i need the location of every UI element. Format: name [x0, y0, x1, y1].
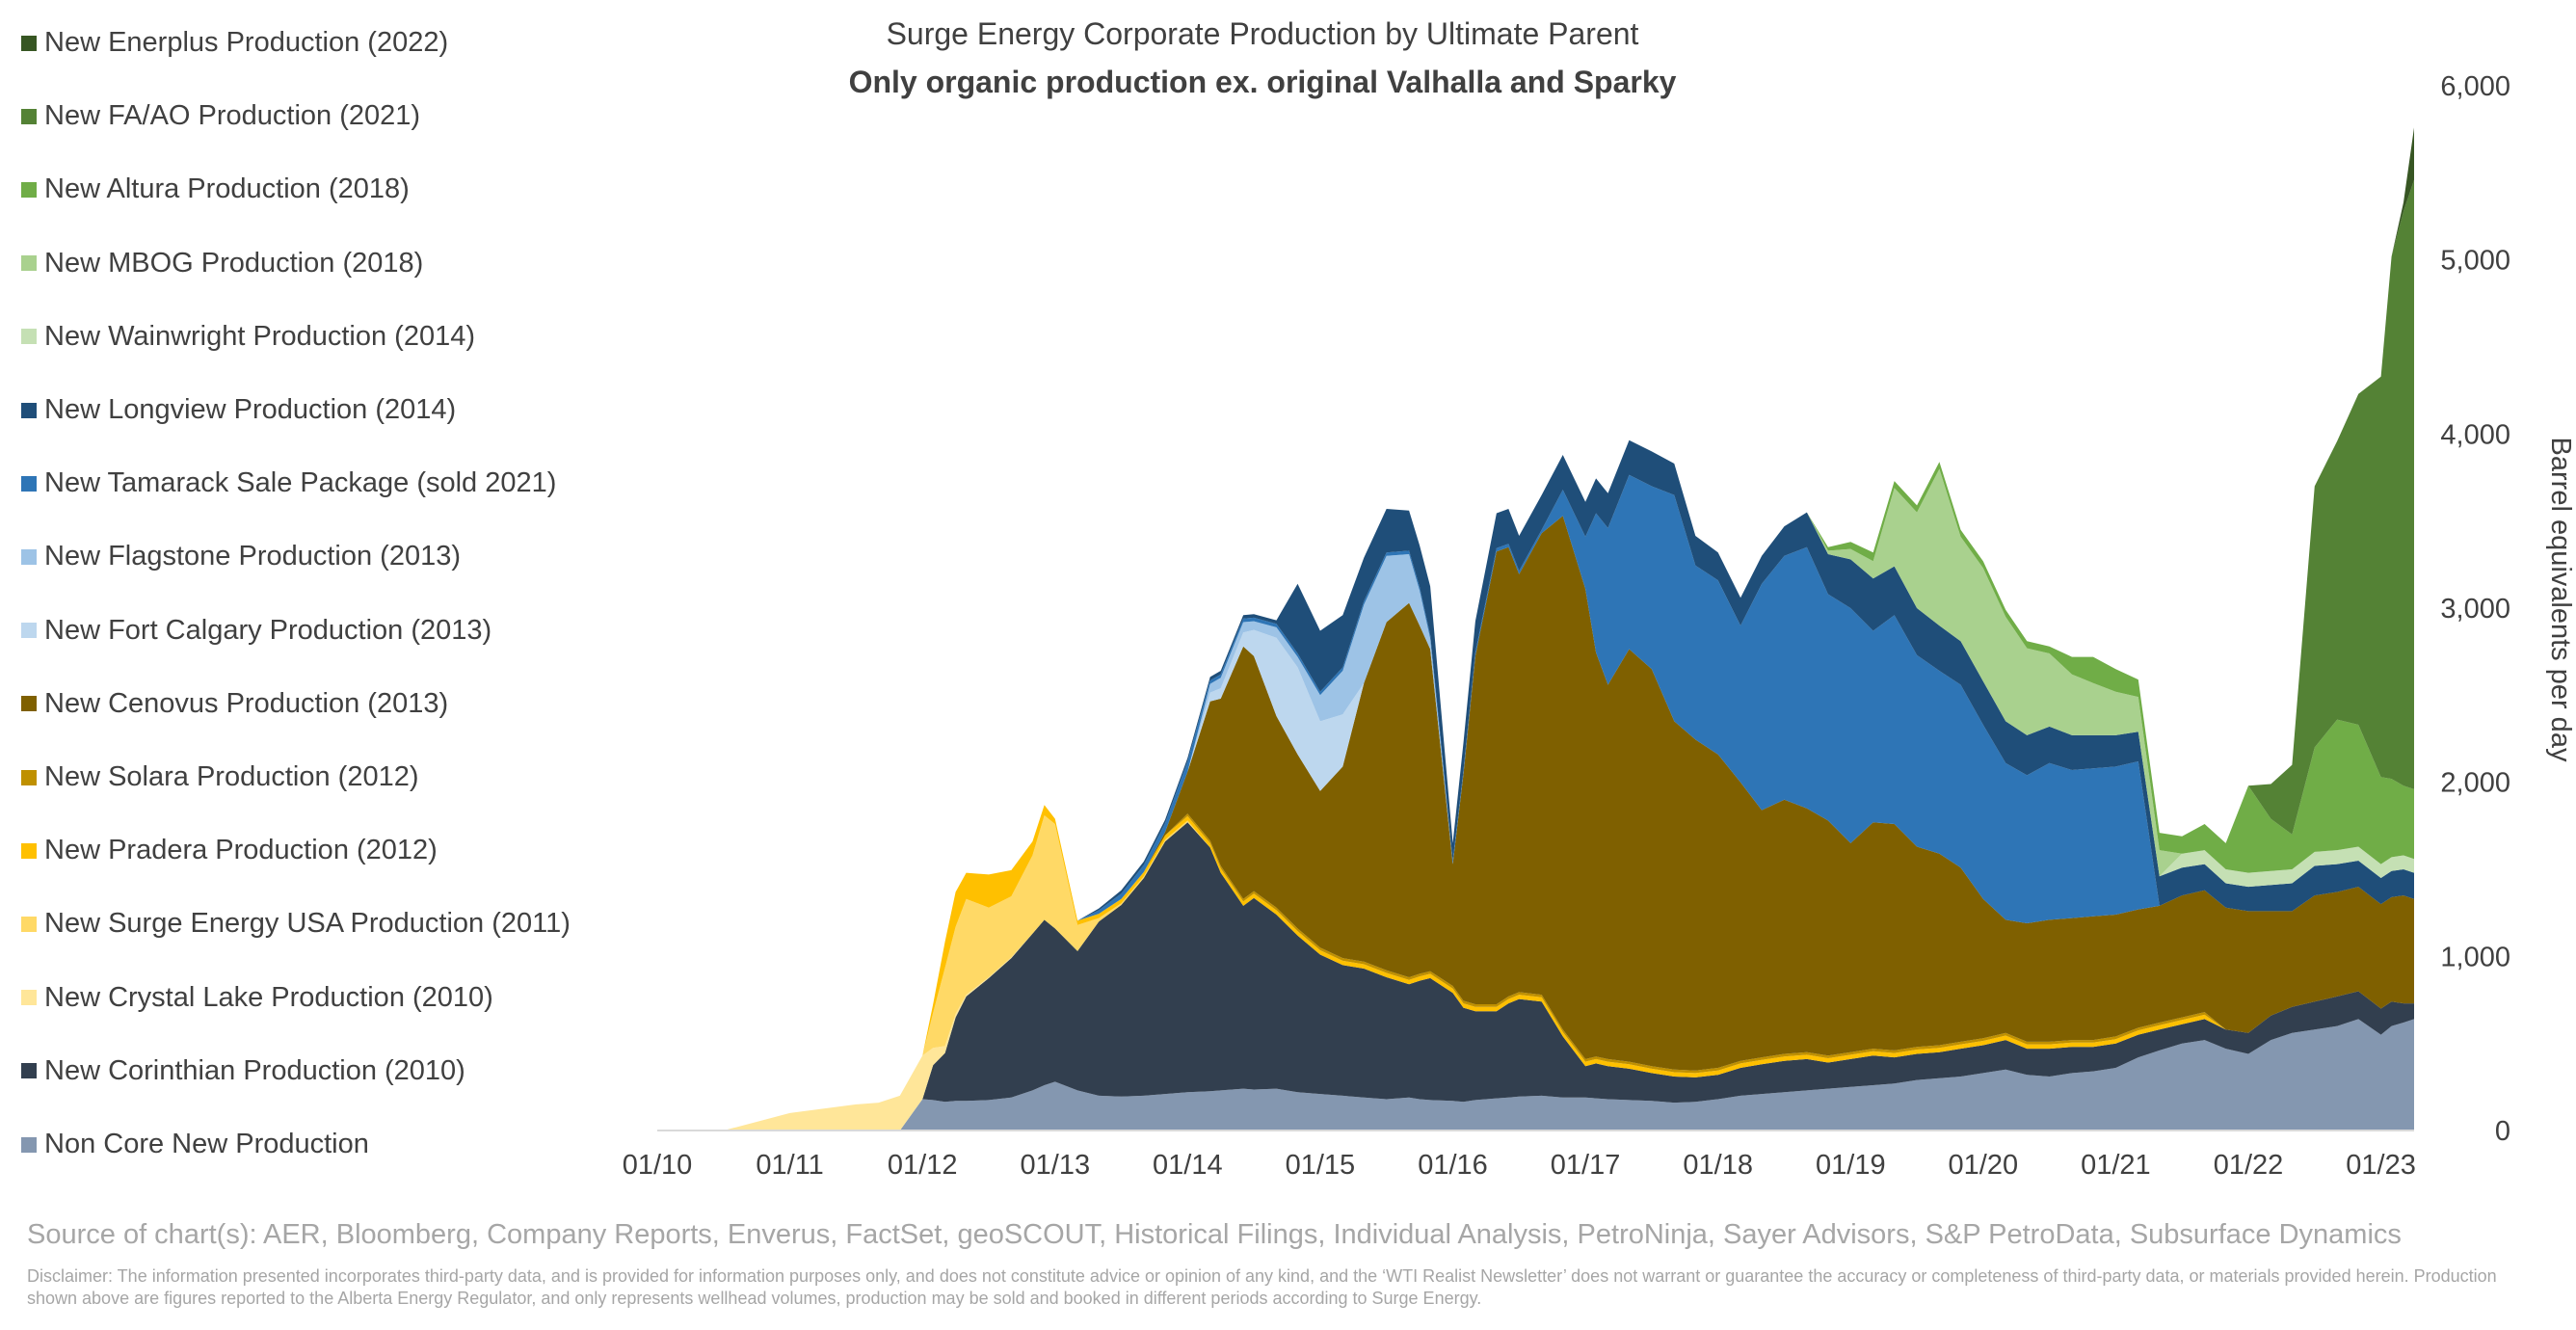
y-axis-ticks: 0 1,000 2,000 3,000 4,000 5,000 6,000 [2440, 71, 2510, 1147]
x-tick-label: 01/16 [1418, 1150, 1488, 1181]
y-tick-label: 4,000 [2440, 419, 2510, 450]
y-tick-label: 5,000 [2440, 246, 2510, 277]
legend-swatch [21, 181, 37, 198]
area-non-core-new-production [657, 1019, 2414, 1130]
x-tick-label: 01/15 [1286, 1150, 1356, 1181]
x-tick-label: 01/18 [1683, 1150, 1753, 1181]
x-tick-label: 01/19 [1816, 1150, 1886, 1181]
legend-item: New Solara Production (2012) [21, 761, 418, 793]
legend-swatch [21, 696, 37, 712]
legend-label: Non Core New Production [44, 1129, 369, 1159]
legend-label: New Altura Production (2018) [44, 173, 410, 205]
x-tick-label: 01/10 [623, 1150, 693, 1181]
x-tick-label: 01/22 [2214, 1150, 2284, 1181]
chart-title: Surge Energy Corporate Production by Ult… [887, 16, 1639, 51]
legend-label: New Fort Calgary Production (2013) [44, 614, 492, 646]
legend-item: New Fort Calgary Production (2013) [21, 615, 491, 647]
legend-swatch [21, 475, 37, 492]
chart-subtitle: Only organic production ex. original Val… [849, 65, 1677, 99]
legend-label: New Longview Production (2014) [44, 394, 457, 425]
legend-item: New Pradera Production (2012) [21, 835, 438, 866]
legend-label: New Pradera Production (2012) [44, 835, 438, 866]
x-tick-label: 01/14 [1153, 1150, 1223, 1181]
legend-label: New Crystal Lake Production (2010) [44, 981, 493, 1013]
legend-item: New Crystal Lake Production (2010) [21, 982, 493, 1014]
legend-label: New Enerplus Production (2022) [44, 27, 449, 58]
legend-label: New Surge Energy USA Production (2011) [44, 908, 571, 940]
x-tick-label: 01/23 [2346, 1150, 2416, 1181]
x-axis-ticks: 01/10 01/11 01/12 01/13 01/14 01/15 01/16 01/17… [623, 1150, 2416, 1181]
legend-item: New Enerplus Production (2022) [21, 27, 448, 59]
x-tick-label: 01/17 [1551, 1150, 1621, 1181]
legend-label: New Corinthian Production (2010) [44, 1054, 465, 1086]
legend-swatch [21, 329, 37, 345]
legend-swatch [21, 623, 37, 639]
y-tick-label: 0 [2495, 1116, 2510, 1147]
x-tick-label: 01/11 [756, 1150, 823, 1181]
x-tick-label: 01/12 [888, 1150, 958, 1181]
legend-swatch [21, 842, 37, 859]
legend-swatch [21, 990, 37, 1006]
legend-label: New Solara Production (2012) [44, 761, 419, 792]
y-tick-label: 1,000 [2440, 942, 2510, 972]
legend-swatch [21, 548, 37, 565]
disclaimer: Disclaimer: The information presented in… [27, 1266, 2497, 1308]
legend-label: New MBOG Production (2018) [44, 247, 424, 279]
area-new-corinthian-production-2010 [657, 822, 2414, 1130]
y-tick-label: 3,000 [2440, 594, 2510, 625]
legend-item: New Cenovus Production (2013) [21, 688, 448, 720]
legend-swatch [21, 35, 37, 51]
legend-swatch [21, 916, 37, 932]
area-new-cenovus-production-2013 [657, 516, 2414, 1130]
legend-item: New Corinthian Production (2010) [21, 1055, 465, 1087]
legend-label: New Wainwright Production (2014) [44, 320, 476, 352]
legend-item: New Wainwright Production (2014) [21, 321, 475, 353]
legend-swatch [21, 108, 37, 124]
legend-swatch [21, 1136, 37, 1153]
legend-swatch [21, 255, 37, 272]
x-tick-label: 01/21 [2081, 1150, 2151, 1181]
legend-label: New Tamarack Sale Package (sold 2021) [44, 467, 557, 499]
y-tick-label: 2,000 [2440, 768, 2510, 799]
legend-swatch [21, 1063, 37, 1079]
legend-label: New Cenovus Production (2013) [44, 687, 449, 719]
legend-item: New FA/AO Production (2021) [21, 100, 420, 132]
area-new-mbog-production-2018 [657, 439, 2414, 1130]
legend-item: New Surge Energy USA Production (2011) [21, 908, 571, 940]
x-tick-label: 01/20 [1949, 1150, 2019, 1181]
legend-item: New Longview Production (2014) [21, 394, 456, 426]
source-line: Source of chart(s): AER, Bloomberg, Comp… [27, 1219, 2402, 1250]
legend-label: New FA/AO Production (2021) [44, 100, 421, 132]
legend-swatch [21, 402, 37, 418]
legend-item: New MBOG Production (2018) [21, 248, 423, 279]
y-tick-label: 6,000 [2440, 71, 2510, 102]
legend-item: New Tamarack Sale Package (sold 2021) [21, 467, 556, 499]
area-new-tamarack-sale-package-sold-2021 [657, 474, 2414, 1130]
legend-item: Non Core New Production [21, 1129, 369, 1160]
series-areas [657, 127, 2414, 1131]
x-tick-label: 01/13 [1021, 1150, 1091, 1181]
y-axis-label: Barrel equivalents per day [2545, 438, 2576, 762]
legend-swatch [21, 769, 37, 785]
legend-item: New Flagstone Production (2013) [21, 541, 461, 572]
legend-item: New Altura Production (2018) [21, 173, 410, 205]
legend-label: New Flagstone Production (2013) [44, 541, 462, 572]
